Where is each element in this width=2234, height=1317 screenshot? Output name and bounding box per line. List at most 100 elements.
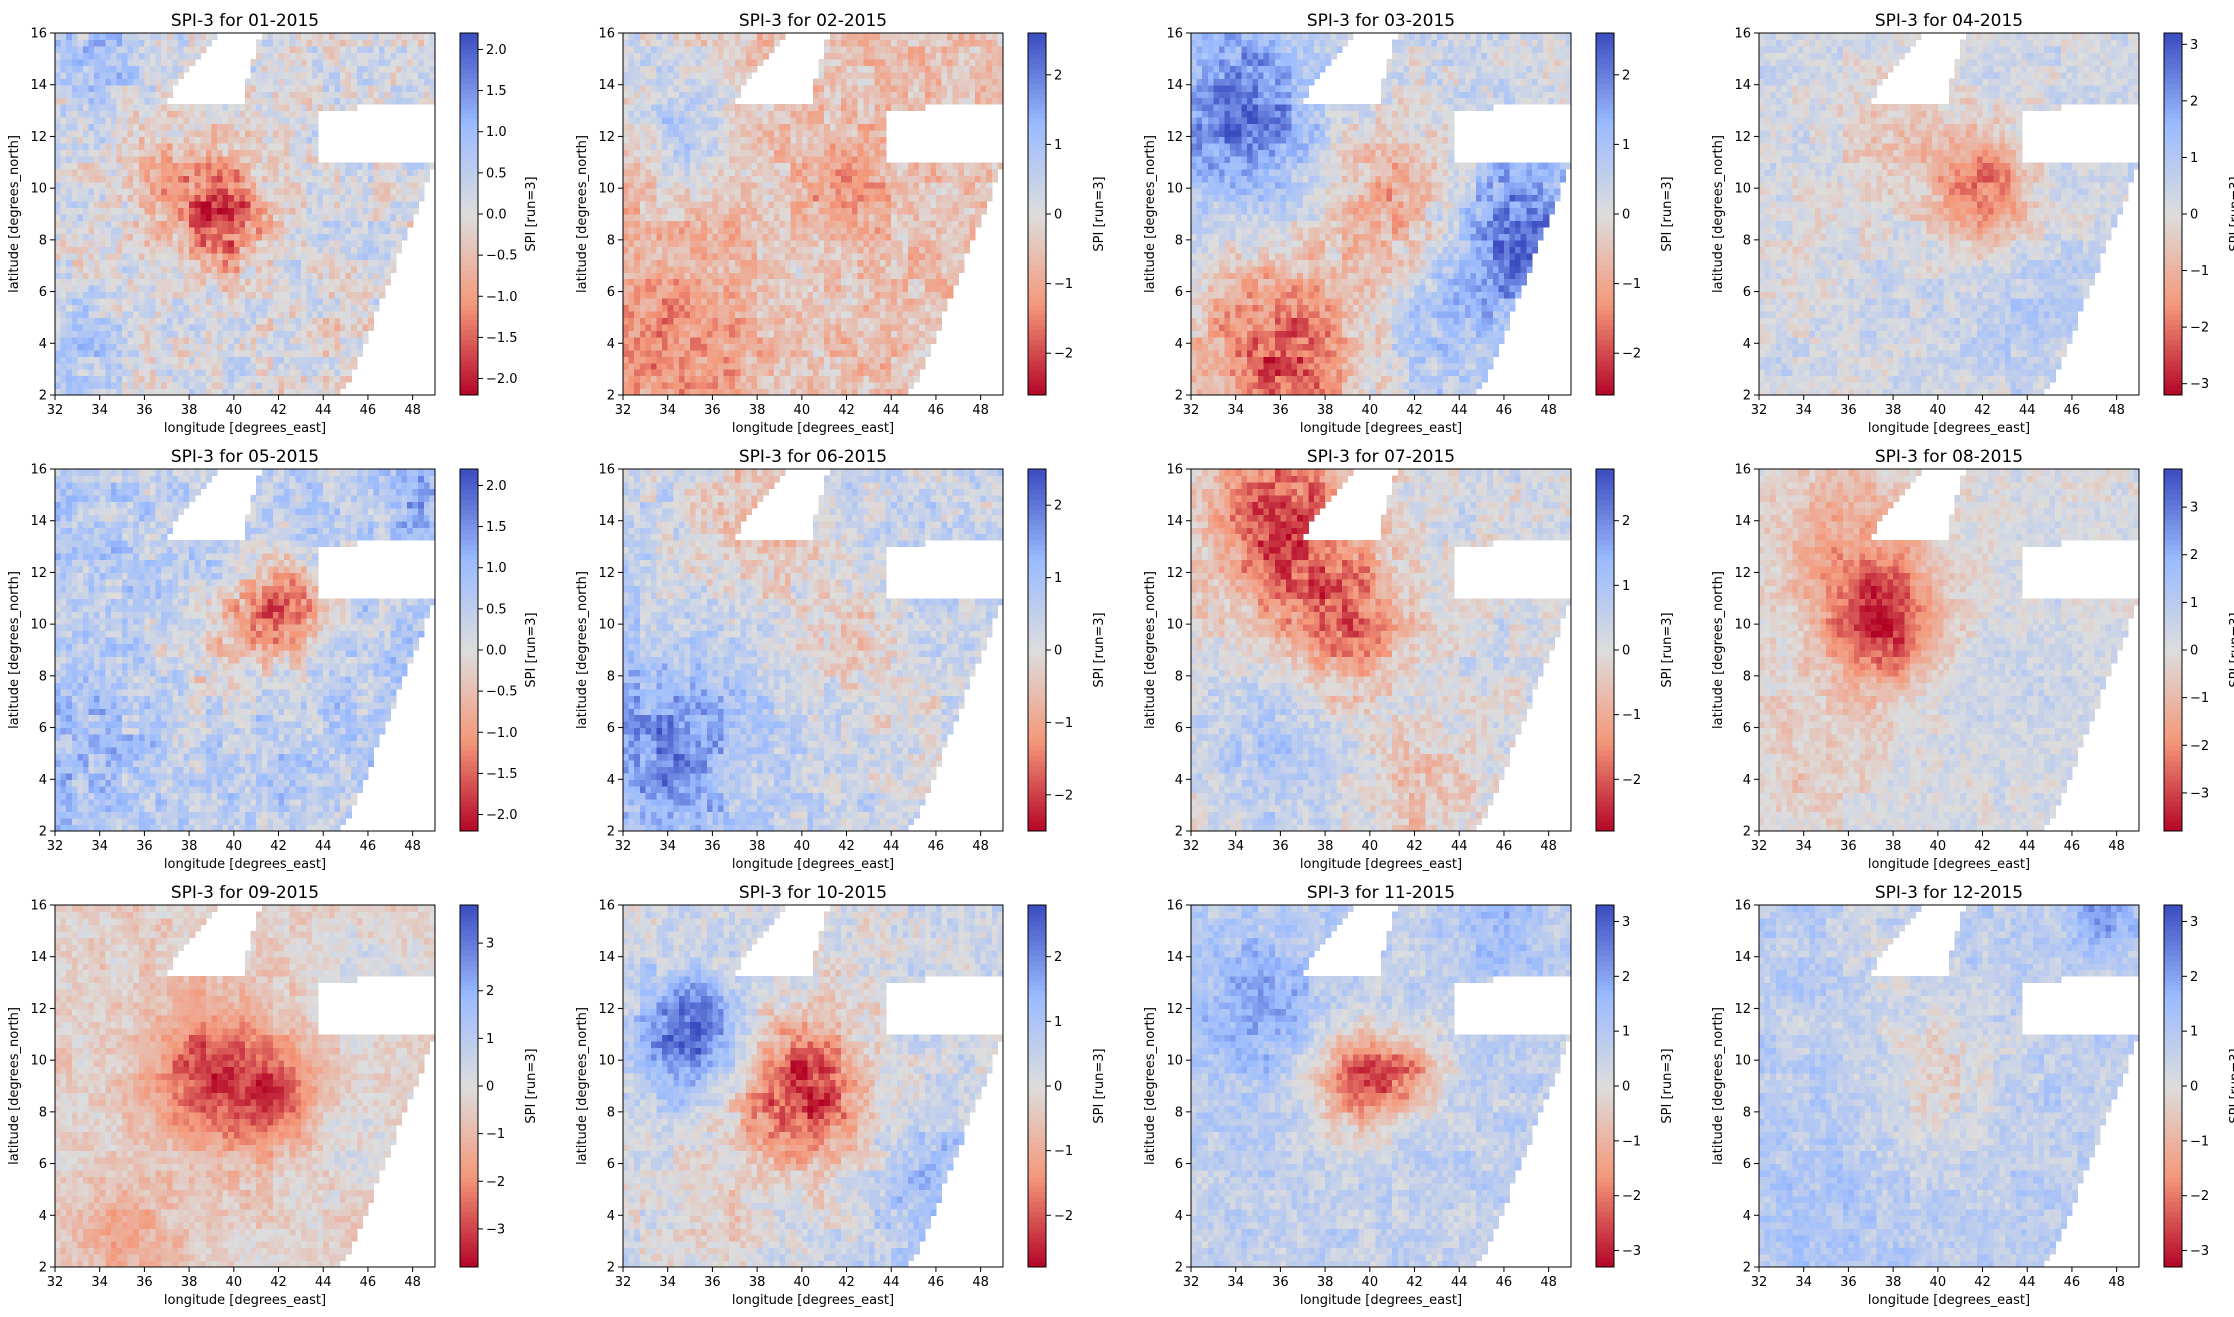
heatmap-cell bbox=[150, 311, 156, 318]
heatmap-cell bbox=[172, 343, 178, 350]
heatmap-cell bbox=[301, 136, 307, 143]
heatmap-cell bbox=[66, 343, 72, 350]
heatmap-cell bbox=[262, 272, 268, 279]
heatmap-cell bbox=[374, 98, 380, 105]
heatmap-cell bbox=[401, 188, 407, 195]
heatmap-cell bbox=[273, 337, 279, 344]
heatmap-cell bbox=[234, 136, 240, 143]
heatmap-cell bbox=[105, 305, 111, 312]
heatmap-cell bbox=[133, 182, 139, 189]
heatmap-cell bbox=[379, 78, 385, 85]
heatmap-cell bbox=[189, 162, 195, 169]
heatmap-cell bbox=[262, 117, 268, 124]
heatmap-cell bbox=[100, 188, 106, 195]
heatmap-cell bbox=[189, 149, 195, 156]
heatmap-cell bbox=[295, 350, 301, 357]
heatmap-cell bbox=[116, 292, 122, 299]
heatmap-cell bbox=[329, 33, 335, 40]
heatmap-cell bbox=[116, 91, 122, 98]
heatmap-cell bbox=[385, 266, 391, 273]
heatmap-cell bbox=[390, 266, 396, 273]
heatmap-cell bbox=[396, 72, 402, 79]
heatmap-cell bbox=[122, 240, 128, 247]
heatmap-cell bbox=[267, 162, 273, 169]
heatmap-cell bbox=[217, 369, 223, 376]
colorbar-tick-label: −1.5 bbox=[486, 331, 518, 346]
heatmap-cell bbox=[167, 91, 173, 98]
heatmap-cell bbox=[312, 220, 318, 227]
heatmap-cell bbox=[116, 111, 122, 118]
heatmap-cell bbox=[66, 240, 72, 247]
heatmap-cell bbox=[184, 201, 190, 208]
heatmap-cell bbox=[77, 136, 83, 143]
heatmap-cell bbox=[150, 246, 156, 253]
heatmap-cell bbox=[66, 363, 72, 370]
heatmap-cell bbox=[111, 98, 117, 105]
heatmap-cell bbox=[211, 33, 217, 40]
heatmap-cell bbox=[161, 124, 167, 131]
heatmap-cell bbox=[156, 162, 162, 169]
heatmap-cell bbox=[223, 376, 229, 383]
heatmap-cell bbox=[72, 279, 78, 286]
heatmap-cell bbox=[89, 240, 95, 247]
heatmap-cell bbox=[407, 33, 413, 40]
heatmap-cell bbox=[295, 104, 301, 111]
heatmap-cell bbox=[72, 305, 78, 312]
heatmap-cell bbox=[323, 337, 329, 344]
heatmap-cell bbox=[279, 292, 285, 299]
heatmap-cell bbox=[234, 111, 240, 118]
heatmap-cell bbox=[150, 130, 156, 137]
heatmap-cell bbox=[89, 143, 95, 150]
heatmap-cell bbox=[357, 46, 363, 53]
heatmap-cell bbox=[301, 350, 307, 357]
heatmap-cell bbox=[390, 78, 396, 85]
heatmap-cell bbox=[144, 324, 150, 331]
heatmap-cell bbox=[379, 85, 385, 92]
heatmap-cell bbox=[167, 85, 173, 92]
heatmap-cell bbox=[273, 350, 279, 357]
heatmap-cell bbox=[385, 169, 391, 176]
heatmap-cell bbox=[111, 279, 117, 286]
heatmap-cell bbox=[390, 253, 396, 260]
heatmap-cell bbox=[72, 46, 78, 53]
heatmap-cell bbox=[239, 162, 245, 169]
heatmap-cell bbox=[184, 259, 190, 266]
colorbar-segment bbox=[460, 284, 478, 290]
colorbar-segment bbox=[460, 330, 478, 336]
heatmap-cell bbox=[334, 376, 340, 383]
heatmap-cell bbox=[206, 305, 212, 312]
heatmap-cell bbox=[189, 201, 195, 208]
heatmap-cell bbox=[55, 279, 61, 286]
heatmap-cell bbox=[279, 363, 285, 370]
heatmap-cell bbox=[245, 363, 251, 370]
heatmap-cell bbox=[228, 182, 234, 189]
heatmap-cell bbox=[323, 266, 329, 273]
heatmap-cell bbox=[66, 175, 72, 182]
colorbar-segment bbox=[460, 355, 478, 361]
heatmap-cell bbox=[105, 195, 111, 202]
heatmap-cell bbox=[128, 39, 134, 46]
heatmap-cell bbox=[401, 98, 407, 105]
heatmap-cell bbox=[290, 363, 296, 370]
heatmap-cell bbox=[368, 240, 374, 247]
heatmap-cell bbox=[172, 117, 178, 124]
heatmap-cell bbox=[116, 343, 122, 350]
heatmap-cell bbox=[66, 208, 72, 215]
heatmap-cell bbox=[251, 259, 257, 266]
heatmap-cell bbox=[245, 227, 251, 234]
heatmap-cell bbox=[200, 201, 206, 208]
heatmap-cell bbox=[150, 266, 156, 273]
heatmap-cell bbox=[83, 337, 89, 344]
heatmap-cell bbox=[346, 317, 352, 324]
heatmap-cell bbox=[256, 266, 262, 273]
heatmap-cell bbox=[144, 227, 150, 234]
heatmap-cell bbox=[306, 52, 312, 59]
heatmap-cell bbox=[55, 227, 61, 234]
heatmap-cell bbox=[61, 156, 67, 163]
heatmap-cell bbox=[251, 343, 257, 350]
heatmap-cell bbox=[401, 220, 407, 227]
heatmap-cell bbox=[234, 117, 240, 124]
heatmap-cell bbox=[100, 136, 106, 143]
heatmap-cell bbox=[323, 52, 329, 59]
heatmap-cell bbox=[245, 350, 251, 357]
